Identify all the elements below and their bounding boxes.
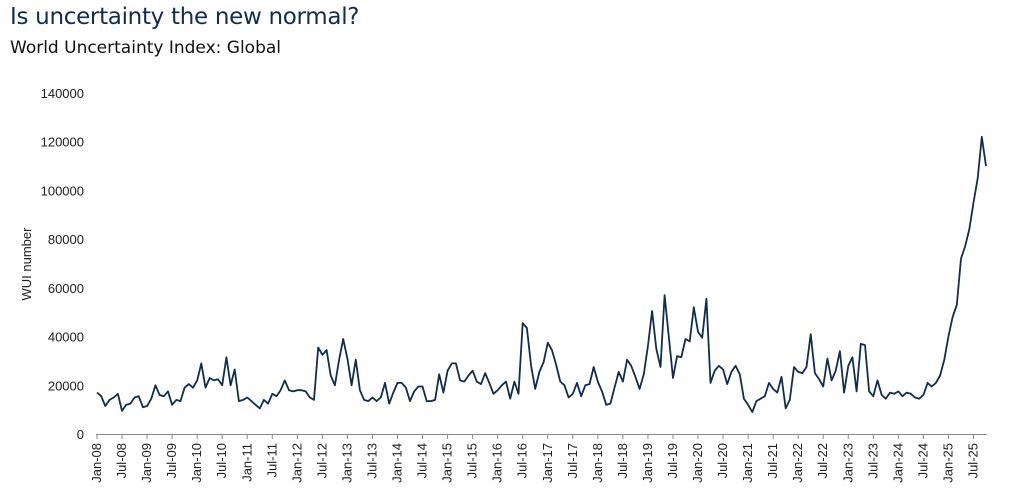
y-tick-label: 20000: [48, 378, 84, 393]
x-tick-label: Jan-08: [89, 443, 104, 483]
x-tick-label: Jan-24: [890, 443, 905, 483]
x-tick-label: Jul-18: [615, 443, 630, 478]
x-tick-label: Jul-10: [214, 443, 229, 478]
x-tick-label: Jan-19: [640, 443, 655, 483]
x-tick-label: Jul-15: [465, 443, 480, 478]
x-tick-label: Jan-12: [289, 443, 304, 483]
x-tick-label: Jul-20: [715, 443, 730, 478]
x-tick-label: Jan-10: [189, 443, 204, 483]
x-tick-label: Jan-16: [490, 443, 505, 483]
chart-subtitle: World Uncertainty Index: Global: [10, 38, 282, 58]
y-tick-label: 60000: [48, 281, 84, 296]
chart-title: Is uncertainty the new normal?: [10, 4, 360, 30]
x-tick-label: Jul-14: [415, 443, 430, 478]
x-tick-label: Jan-23: [840, 443, 855, 483]
y-tick-label: 140000: [41, 86, 84, 101]
x-tick-label: Jul-21: [765, 443, 780, 478]
y-tick-label: 80000: [48, 232, 84, 247]
x-tick-label: Jan-18: [590, 443, 605, 483]
y-tick-label: 0: [77, 427, 84, 442]
x-tick-label: Jul-09: [164, 443, 179, 478]
x-tick-label: Jul-25: [965, 443, 980, 478]
series-line-wui: [96, 135, 987, 413]
x-tick-label: Jul-23: [865, 443, 880, 478]
x-tick-label: Jan-21: [740, 443, 755, 483]
x-tick-label: Jan-15: [440, 443, 455, 483]
x-tick-label: Jan-20: [690, 443, 705, 483]
y-tick-label: 40000: [48, 330, 84, 345]
x-tick-label: Jan-13: [339, 443, 354, 483]
y-axis-label: WUI number: [19, 227, 34, 301]
y-tick-label: 120000: [41, 135, 84, 150]
x-tick-label: Jul-13: [364, 443, 379, 478]
x-tick-label: Jan-25: [940, 443, 955, 483]
x-tick-label: Jan-09: [139, 443, 154, 483]
x-tick-label: Jan-11: [239, 443, 254, 482]
x-tick-label: Jul-16: [515, 443, 530, 478]
x-tick-label: Jul-11: [264, 443, 279, 477]
x-tick-label: Jul-19: [665, 443, 680, 478]
x-tick-label: Jan-14: [390, 443, 405, 483]
y-tick-label: 100000: [41, 183, 84, 198]
x-tick-label: Jul-17: [565, 443, 580, 478]
x-tick-label: Jul-24: [915, 443, 930, 478]
y-axis: 0 20000 40000 60000 80000 100000 120000 140000: [41, 86, 84, 442]
x-tick-label: Jan-17: [540, 443, 555, 483]
x-axis: Jan-08 Jul-08 Jan-09 Jul-09 Jan-10 Jul-10 Jan-…: [89, 434, 980, 483]
x-tick-label: Jul-22: [815, 443, 830, 478]
x-tick-label: Jul-12: [314, 443, 329, 478]
x-tick-label: Jan-22: [790, 443, 805, 483]
x-tick-label: Jul-08: [114, 443, 129, 478]
